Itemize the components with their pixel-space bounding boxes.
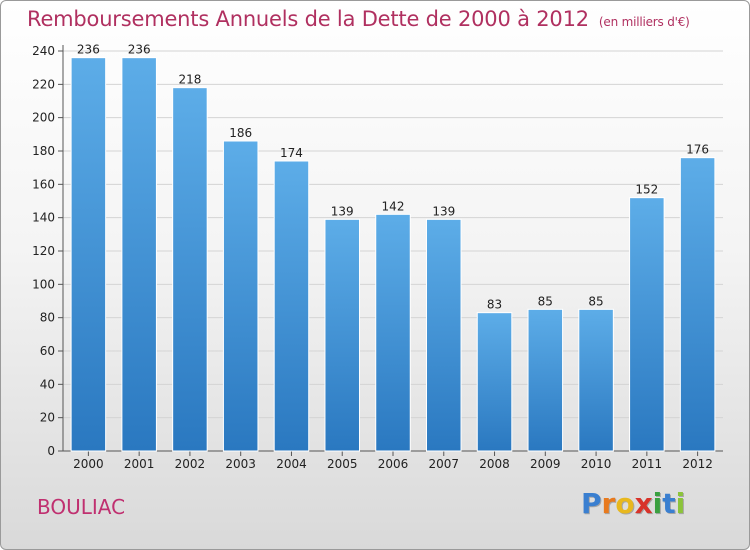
data-label-2002: 218 xyxy=(178,73,201,87)
logo-letter: i xyxy=(675,487,686,520)
chart-title-text: Remboursements Annuels de la Dette de 20… xyxy=(27,7,589,31)
y-tick-label: 200 xyxy=(32,111,55,125)
logo-letter: P xyxy=(581,487,602,520)
y-tick-label: 160 xyxy=(32,177,55,191)
x-tick-label-2009: 2009 xyxy=(530,457,561,471)
data-label-2009: 85 xyxy=(538,294,553,308)
bar-2002 xyxy=(172,87,208,452)
bar-2001 xyxy=(121,57,157,452)
y-tick-label: 120 xyxy=(32,244,55,258)
chart-subtitle: (en milliers d'€) xyxy=(598,15,690,29)
x-tick-label-2004: 2004 xyxy=(276,457,307,471)
x-tick-label-2000: 2000 xyxy=(73,457,104,471)
data-label-2004: 174 xyxy=(280,146,303,160)
y-tick-label: 40 xyxy=(40,377,55,391)
bar-2011 xyxy=(629,197,665,452)
y-tick-label: 80 xyxy=(40,311,55,325)
data-label-2001: 236 xyxy=(128,43,151,57)
data-label-2012: 176 xyxy=(686,143,709,157)
bar-2008 xyxy=(476,312,513,452)
bar-2000 xyxy=(70,57,107,452)
logo-letter: x xyxy=(634,487,653,520)
data-label-2010: 85 xyxy=(588,294,603,308)
bar-2004 xyxy=(273,160,310,452)
x-tick-label-2003: 2003 xyxy=(225,457,256,471)
place-name: BOULIAC xyxy=(37,495,126,519)
y-tick-label: 220 xyxy=(32,77,55,91)
bar-2012 xyxy=(679,157,716,452)
bar-2010 xyxy=(578,308,614,452)
data-label-2006: 142 xyxy=(382,199,405,213)
x-tick-label-2005: 2005 xyxy=(327,457,358,471)
logo-letter: i xyxy=(652,487,663,520)
y-tick-label: 140 xyxy=(32,211,55,225)
logo-letter: o xyxy=(615,487,635,520)
x-tick-label-2001: 2001 xyxy=(124,457,155,471)
y-tick-label: 60 xyxy=(40,344,55,358)
bars xyxy=(70,57,716,452)
chart-title: Remboursements Annuels de la Dette de 20… xyxy=(27,7,690,31)
data-label-2011: 152 xyxy=(635,183,658,197)
data-label-2005: 139 xyxy=(331,204,354,218)
y-tick-label: 240 xyxy=(32,44,55,58)
x-tick-label-2010: 2010 xyxy=(581,457,612,471)
bar-2007 xyxy=(426,218,462,452)
x-tick-label-2006: 2006 xyxy=(378,457,409,471)
data-label-2000: 236 xyxy=(77,43,100,57)
bar-2005 xyxy=(324,218,360,452)
y-tick-label: 100 xyxy=(32,277,55,291)
y-tick-label: 20 xyxy=(40,411,55,425)
x-tick-label-2012: 2012 xyxy=(682,457,713,471)
bar-2006 xyxy=(375,213,411,452)
data-label-2008: 83 xyxy=(487,298,502,312)
x-tick-label-2011: 2011 xyxy=(632,457,663,471)
bar-2009 xyxy=(527,308,564,452)
y-tick-label: 180 xyxy=(32,144,55,158)
y-tick-label: 0 xyxy=(47,444,55,458)
x-tick-label-2002: 2002 xyxy=(175,457,206,471)
x-tick-label-2008: 2008 xyxy=(479,457,510,471)
logo-letter: r xyxy=(601,487,616,520)
labels: 0 20 40 60 80 100 120 140 160 180 200 220 240 236 2000… xyxy=(32,43,713,471)
x-tick-label-2007: 2007 xyxy=(428,457,459,471)
proxiti-logo: Proxiti xyxy=(581,487,685,520)
data-label-2003: 186 xyxy=(229,126,252,140)
data-label-2007: 139 xyxy=(432,204,455,218)
bar-2003 xyxy=(222,140,259,452)
logo-letter: t xyxy=(662,487,676,520)
